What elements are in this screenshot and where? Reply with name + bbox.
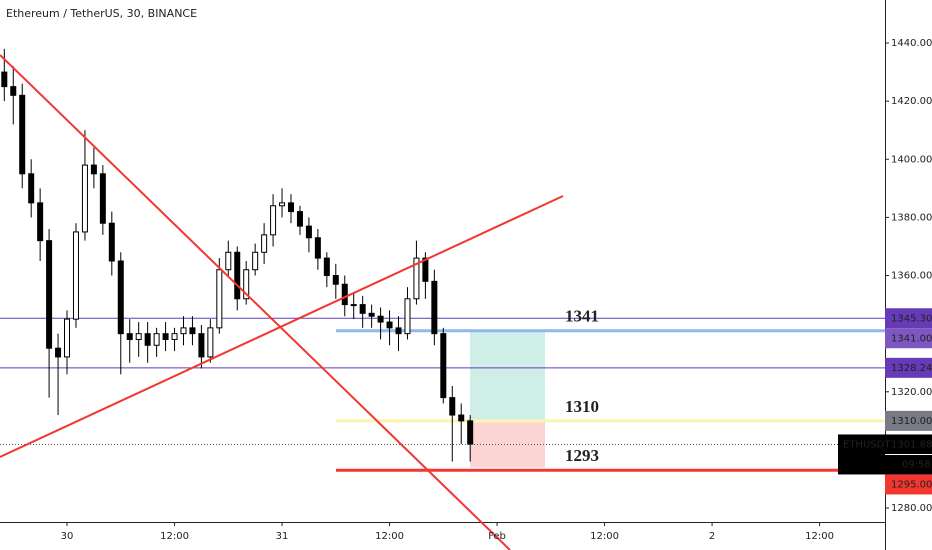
candle-body [359,304,366,314]
candle-body [377,315,384,323]
candle-body [10,86,17,96]
candle-body [270,205,277,236]
candle-body [55,347,62,358]
price-badge [885,357,932,378]
symbol-label: ETHUSDT [843,439,891,450]
candle-body [296,211,303,227]
price-badge-label: 1341.00 [891,333,932,344]
plot [0,48,885,472]
candle-body [162,333,169,340]
candle-body [28,173,35,204]
candle-body [99,173,106,224]
level-annotation: 1341 [565,307,599,326]
x-tick-label: 12:00 [805,531,834,542]
candle-body [72,231,79,320]
candle-body [323,257,330,277]
x-tick-label: 12:00 [375,531,404,542]
candle-body [180,327,187,335]
candle-body [225,251,232,271]
candle-body [440,333,447,399]
price-badge-label: 1310.00 [891,416,932,427]
price-badge [885,474,932,495]
candle-body [234,251,241,300]
candle-body [467,420,474,445]
candle-body [404,298,411,335]
y-tick-label: 1380.00 [891,212,932,223]
candle-body [216,269,223,329]
candle-body [1,71,8,88]
candle-body [108,222,115,262]
price-badge [885,328,932,349]
candle-body [64,318,71,358]
price-badge-label: 1301.88 [891,439,932,450]
candle-body [81,164,88,233]
candle-body [449,397,456,416]
candle-body [19,94,26,175]
candle-body [341,283,348,306]
candle-body [126,333,133,340]
candle-body [422,257,429,282]
level-annotation: 1293 [565,446,599,465]
y-tick-label: 1280.00 [891,503,932,514]
x-tick-label: 12:00 [160,531,189,542]
price-badge-label: 1345.30 [891,313,932,324]
candle-body [90,164,97,175]
x-tick-label: 31 [276,531,289,542]
trend-line [0,195,564,458]
price-badge [885,308,932,329]
candle-body [261,234,268,253]
candle-body [458,414,465,422]
candle-body [431,280,438,335]
x-tick-label: 30 [61,531,74,542]
x-tick-label: Feb [488,531,506,542]
price-badge [885,410,932,431]
candle-body [305,225,312,239]
candle-body [287,202,294,213]
chart-title: Ethereum / TetherUS, 30, BINANCE [6,7,197,20]
y-tick-label: 1420.00 [891,96,932,107]
countdown-label: 09:58 [902,459,931,470]
y-tick-label: 1440.00 [891,38,932,49]
y-tick-label: 1400.00 [891,154,932,165]
candle-body [332,275,339,285]
candle-body [46,240,53,349]
price-badge-label: 1295.00 [891,479,932,490]
level-annotation: 1310 [565,397,599,416]
candle-body [243,269,250,300]
candle-body [37,202,44,242]
profit-zone [470,330,545,421]
candle-body [314,237,321,259]
candle-body [413,257,420,300]
candle-body [198,333,205,358]
candle-body [279,202,286,207]
x-tick-label: 12:00 [590,531,619,542]
candle-body [368,312,375,317]
candle-body [117,260,124,335]
candle-body [135,333,142,340]
y-tick-label: 1360.00 [891,271,932,282]
candle-body [386,321,393,329]
price-badge-label: 1328.24 [891,363,932,374]
candle-body [153,333,160,346]
candle-body [395,327,402,335]
candle-body [252,251,259,271]
candle-body [171,333,178,340]
y-tick-label: 1320.00 [891,387,932,398]
candle-body [207,327,214,358]
x-tick-label: 2 [709,531,715,542]
candle-body [350,304,357,307]
candle-body [189,327,196,335]
trend-line [0,54,511,550]
candle-body [144,333,151,346]
